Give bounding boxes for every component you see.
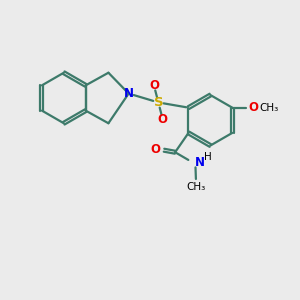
- Text: O: O: [158, 113, 168, 126]
- Text: N: N: [124, 87, 134, 100]
- Text: S: S: [154, 96, 163, 109]
- Text: O: O: [249, 101, 259, 114]
- Text: O: O: [151, 143, 161, 156]
- Text: CH₃: CH₃: [186, 182, 206, 192]
- Text: CH₃: CH₃: [260, 103, 279, 112]
- Text: N: N: [194, 156, 204, 169]
- Text: O: O: [149, 79, 159, 92]
- Text: H: H: [204, 152, 212, 162]
